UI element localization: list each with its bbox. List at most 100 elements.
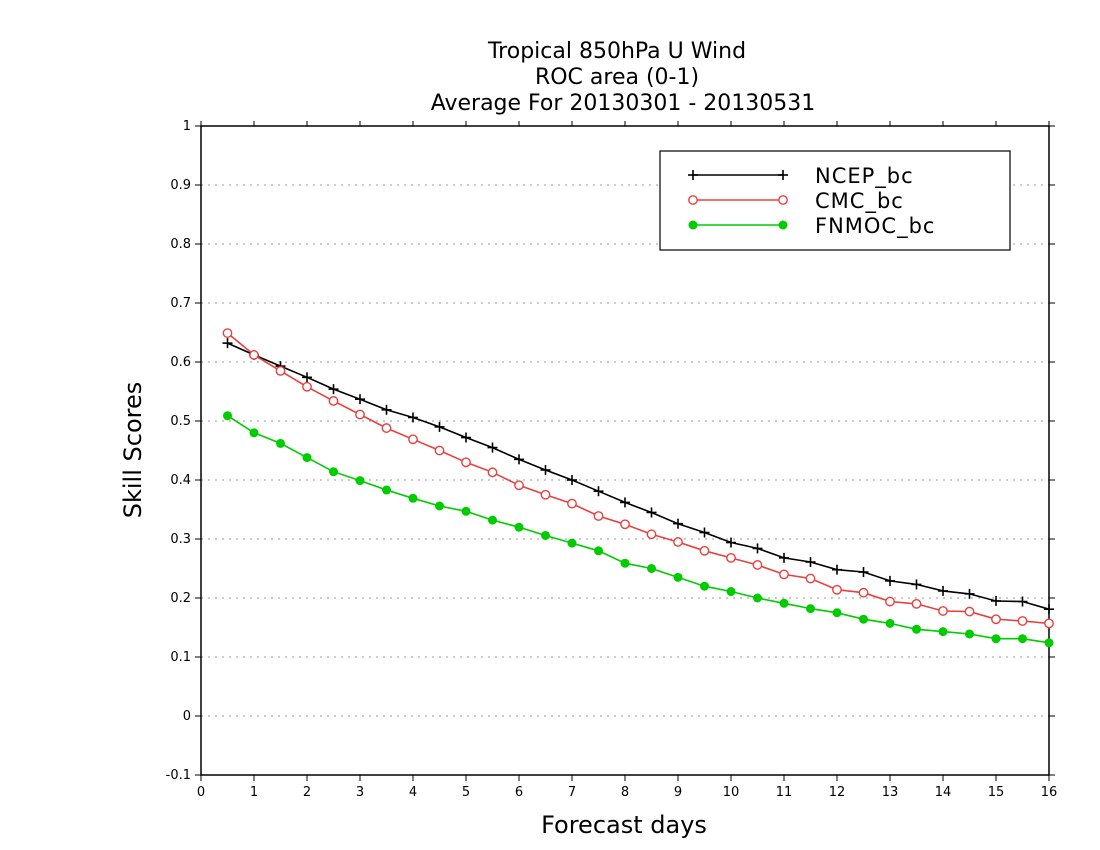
legend-label: CMC_bc <box>815 189 904 214</box>
y-tick-label: 0.1 <box>170 650 191 665</box>
data-point <box>408 493 418 503</box>
x-tick-label: 1 <box>250 785 258 800</box>
data-point <box>964 588 975 599</box>
data-point <box>885 596 895 607</box>
data-point <box>753 593 762 603</box>
series-layer <box>222 328 1054 648</box>
x-tick-label: 15 <box>988 785 1005 800</box>
data-point <box>964 606 975 617</box>
data-point <box>329 467 338 477</box>
data-point <box>514 522 524 532</box>
data-point <box>858 587 869 598</box>
data-point <box>832 584 842 595</box>
data-point <box>885 618 895 628</box>
data-point <box>275 365 286 376</box>
data-point <box>779 569 789 580</box>
data-point <box>302 372 312 383</box>
data-point <box>461 506 471 516</box>
data-point <box>673 572 683 582</box>
x-tick-label: 10 <box>723 785 740 800</box>
data-point <box>381 423 392 433</box>
data-point <box>911 579 922 590</box>
data-point <box>223 411 232 421</box>
legend-entry: NCEP_bc <box>688 164 914 189</box>
data-point <box>832 564 842 575</box>
x-tick-label: 9 <box>674 785 682 800</box>
x-tick-label: 5 <box>462 785 470 800</box>
y-tick-label: 0.3 <box>170 532 191 547</box>
data-point <box>434 421 445 432</box>
data-point <box>726 537 736 548</box>
x-tick-label: 8 <box>621 785 629 800</box>
data-point <box>487 467 498 478</box>
data-point <box>806 604 815 614</box>
data-point <box>646 529 657 540</box>
data-point <box>328 384 339 395</box>
chart-title: Tropical 850hPa U Wind ROC area (0-1) Av… <box>431 39 816 116</box>
data-point <box>302 381 312 392</box>
data-point <box>699 545 710 556</box>
data-point <box>382 485 391 495</box>
data-point <box>1017 596 1028 607</box>
data-point <box>540 489 551 500</box>
data-point <box>355 394 365 405</box>
data-point <box>673 537 683 547</box>
series-fnmoc-bc <box>223 411 1054 648</box>
y-tick-label: 0 <box>183 709 191 724</box>
data-point <box>805 573 816 584</box>
x-tick-label: 13 <box>882 785 899 800</box>
x-tick-label: 11 <box>776 785 793 800</box>
x-tick-label: 0 <box>197 785 205 800</box>
data-point <box>859 614 868 624</box>
data-point <box>487 442 498 453</box>
ticks: -0.100.10.20.30.40.50.60.70.80.910 1 2 3 4 5 6… <box>166 119 1058 800</box>
data-point <box>858 567 869 578</box>
data-point <box>355 476 365 486</box>
data-point <box>222 328 233 338</box>
chart-title-line-3: Average For 20130301 - 20130531 <box>431 91 816 116</box>
data-point <box>594 546 603 556</box>
data-point <box>302 453 312 463</box>
data-point <box>991 634 1001 644</box>
y-tick-label: 0.6 <box>170 355 191 370</box>
x-tick-label: 4 <box>409 785 417 800</box>
series-cmc-bc <box>222 328 1054 629</box>
data-point <box>328 396 339 406</box>
y-axis-label: Skill Scores <box>119 382 147 519</box>
data-point <box>620 519 630 530</box>
x-axis-label: Forecast days <box>541 811 707 839</box>
data-point <box>938 585 948 596</box>
data-point <box>434 445 445 456</box>
legend-label: NCEP_bc <box>815 164 914 189</box>
data-point <box>911 599 922 609</box>
data-point <box>805 557 816 568</box>
legend-marker <box>778 195 788 205</box>
grid <box>201 184 1049 717</box>
data-point <box>461 457 471 468</box>
legend-label: FNMOC_bc <box>815 214 935 239</box>
data-point <box>593 486 604 497</box>
data-point <box>991 614 1001 625</box>
series-line <box>227 342 1050 610</box>
data-point <box>699 527 710 538</box>
data-point <box>726 552 736 563</box>
y-tick-label: 0.7 <box>170 296 191 311</box>
data-point <box>1044 618 1054 629</box>
x-tick-label: 2 <box>303 785 311 800</box>
data-point <box>276 438 285 448</box>
series-line <box>227 415 1050 644</box>
data-point <box>514 480 524 491</box>
data-point <box>355 409 365 420</box>
legend-marker <box>688 220 698 230</box>
y-tick-label: 0.4 <box>170 473 191 488</box>
data-point <box>541 530 550 540</box>
chart-title-line-1: Tropical 850hPa U Wind <box>487 39 746 64</box>
y-tick-label: 0.2 <box>170 591 191 606</box>
chart-title-line-2: ROC area (0-1) <box>535 65 699 90</box>
data-point <box>912 624 921 634</box>
data-point <box>514 454 524 465</box>
series-ncep-bc <box>222 338 1054 615</box>
x-tick-label: 7 <box>568 785 576 800</box>
data-point <box>408 412 418 423</box>
